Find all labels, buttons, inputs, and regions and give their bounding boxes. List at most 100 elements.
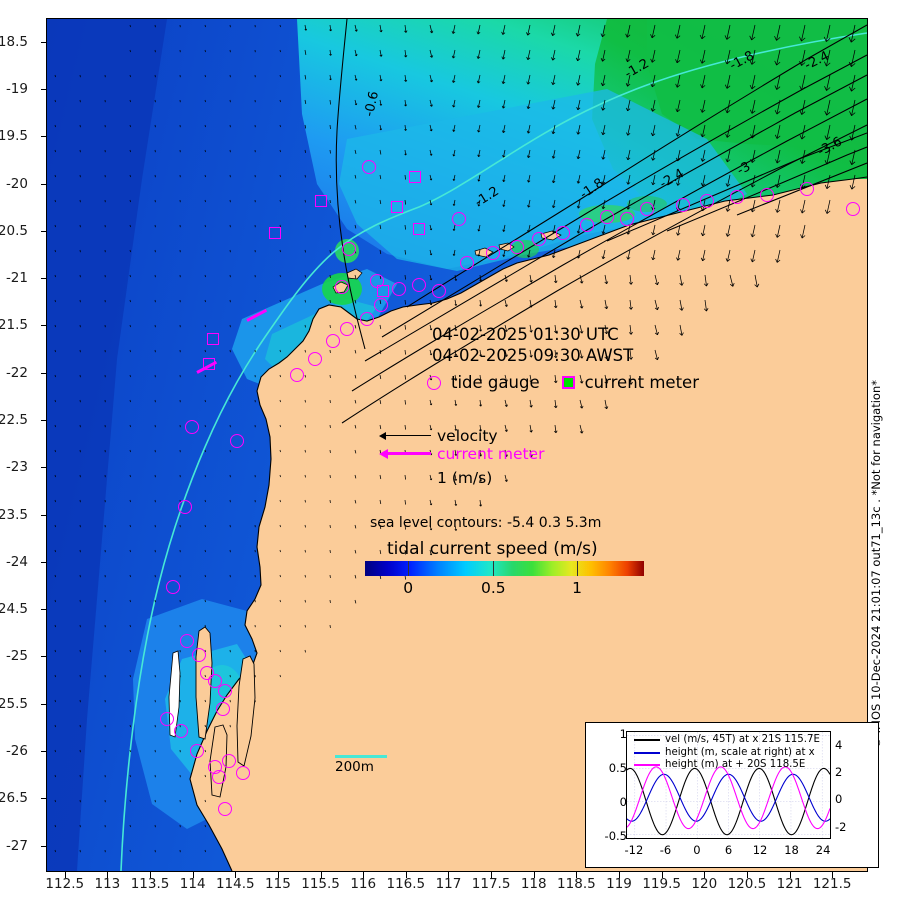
x-tick-label: 115.5 bbox=[301, 876, 340, 892]
tide-gauge-marker[interactable] bbox=[216, 702, 230, 716]
y-tick-label: -24.5 bbox=[0, 601, 28, 618]
tide-gauge-marker[interactable] bbox=[600, 210, 614, 224]
tide-gauge-marker[interactable] bbox=[340, 322, 354, 336]
tide-gauge-marker[interactable] bbox=[800, 182, 814, 196]
tide-gauge-marker[interactable] bbox=[760, 188, 774, 202]
timeseries-inset-panel[interactable]: 1 0.5 0 -0.5 4 2 0 -2 -12 -6 0 6 12 18 24 vel (m/s, … bbox=[585, 722, 879, 868]
colorbar-tick bbox=[408, 561, 410, 576]
inset-legend-line bbox=[634, 751, 660, 754]
tide-gauge-marker[interactable] bbox=[412, 278, 426, 292]
current-meter-arrow-icon bbox=[377, 447, 437, 461]
tide-gauge-marker[interactable] bbox=[846, 202, 860, 216]
inset-right-tick-label: 0 bbox=[835, 792, 843, 807]
tide-gauge-marker[interactable] bbox=[362, 160, 376, 174]
x-tick-label: 118.5 bbox=[557, 876, 596, 892]
tide-gauge-marker[interactable] bbox=[236, 766, 250, 780]
tide-gauge-marker[interactable] bbox=[192, 648, 206, 662]
tide-gauge-marker[interactable] bbox=[640, 202, 654, 216]
tide-gauge-marker[interactable] bbox=[208, 674, 222, 688]
x-tick-mark bbox=[192, 872, 194, 878]
tide-gauge-marker[interactable] bbox=[580, 218, 594, 232]
tide-gauge-marker[interactable] bbox=[166, 580, 180, 594]
current-meter-marker[interactable] bbox=[391, 201, 403, 213]
tide-gauge-marker[interactable] bbox=[290, 368, 304, 382]
tide-gauge-marker[interactable] bbox=[185, 420, 199, 434]
current-meter-marker[interactable] bbox=[269, 227, 281, 239]
tide-gauge-marker[interactable] bbox=[178, 500, 192, 514]
tide-gauge-marker[interactable] bbox=[620, 212, 634, 226]
tide-gauge-marker[interactable] bbox=[174, 724, 188, 738]
y-tick-mark bbox=[41, 656, 47, 658]
velocity-key: velocity current meter bbox=[377, 427, 544, 463]
tide-gauge-marker[interactable] bbox=[510, 240, 524, 254]
tide-gauge-marker[interactable] bbox=[700, 194, 714, 208]
y-tick-mark bbox=[41, 561, 47, 563]
inset-x-tick-label: 6 bbox=[724, 843, 733, 857]
current-meter-marker[interactable] bbox=[315, 195, 327, 207]
inset-legend: vel (m/s, 45T) at x 21S 115.7E height (m,… bbox=[634, 734, 820, 772]
tide-gauge-marker[interactable] bbox=[230, 434, 244, 448]
station-markers[interactable] bbox=[47, 19, 867, 871]
y-tick-mark bbox=[41, 467, 47, 469]
y-tick-mark bbox=[41, 845, 47, 847]
datetime-utc: 04-02-2025 01:30 UTC bbox=[432, 325, 619, 344]
tide-gauge-marker[interactable] bbox=[392, 282, 406, 296]
y-tick-mark bbox=[41, 703, 47, 705]
tide-gauge-marker[interactable] bbox=[335, 280, 349, 294]
x-tick-mark bbox=[619, 872, 620, 878]
x-tick-label: 118 bbox=[520, 876, 547, 892]
tide-gauge-marker[interactable] bbox=[676, 198, 690, 212]
y-tick-label: -27 bbox=[5, 837, 28, 854]
current-meter-vector-label: current meter bbox=[437, 445, 545, 463]
tide-gauge-marker[interactable] bbox=[212, 770, 226, 784]
tide-gauge-marker[interactable] bbox=[200, 666, 214, 680]
inset-legend-line bbox=[634, 739, 660, 742]
tide-gauge-marker[interactable] bbox=[160, 712, 174, 726]
tide-gauge-marker[interactable] bbox=[218, 684, 232, 698]
current-meter-icon bbox=[561, 376, 575, 389]
x-tick-label: 113.5 bbox=[130, 876, 170, 892]
velocity-arrow-icon bbox=[377, 429, 437, 443]
map-panel[interactable]: -0.6-1.2-1.2-1.8-1.8-2.4-2.4-3-3-3.6 04-… bbox=[46, 18, 868, 872]
x-tick-mark bbox=[107, 872, 109, 878]
inset-right-tick-label: 2 bbox=[835, 765, 843, 779]
inset-legend-entry: height (m, scale at right) at x bbox=[634, 747, 820, 760]
y-tick-mark bbox=[41, 41, 47, 43]
tide-gauge-marker[interactable] bbox=[532, 232, 546, 246]
tide-gauge-marker[interactable] bbox=[360, 312, 374, 326]
sea-level-contours-label: sea level contours: -5.4 0.3 5.3m bbox=[370, 515, 602, 531]
y-tick-label: -23.5 bbox=[0, 506, 28, 523]
x-tick-mark bbox=[576, 872, 578, 878]
tide-gauge-marker[interactable] bbox=[218, 802, 232, 816]
y-tick-label: -18.5 bbox=[0, 33, 28, 50]
y-tick-mark bbox=[41, 750, 47, 752]
x-tick-mark bbox=[235, 872, 237, 878]
tide-gauge-marker[interactable] bbox=[180, 634, 194, 648]
current-meter-marker[interactable] bbox=[377, 285, 389, 297]
x-tick-label: 119 bbox=[606, 876, 632, 892]
y-tick-mark bbox=[41, 183, 47, 185]
inset-left-tick-label: 1 bbox=[619, 727, 627, 742]
x-tick-label: 119.5 bbox=[642, 876, 681, 892]
inset-x-tick-label: -12 bbox=[624, 843, 644, 857]
tide-gauge-marker[interactable] bbox=[730, 190, 744, 204]
tide-gauge-marker[interactable] bbox=[326, 334, 340, 348]
tide-gauge-marker[interactable] bbox=[308, 352, 322, 366]
tide-gauge-marker[interactable] bbox=[342, 242, 356, 256]
tide-gauge-marker[interactable] bbox=[486, 246, 500, 260]
colorbar-tick bbox=[577, 561, 579, 576]
current-meter-marker[interactable] bbox=[409, 171, 421, 183]
current-meter-marker[interactable] bbox=[207, 333, 219, 345]
tide-gauge-marker[interactable] bbox=[222, 754, 236, 768]
tide-gauge-marker[interactable] bbox=[432, 284, 446, 298]
tide-gauge-marker[interactable] bbox=[374, 298, 388, 312]
inset-left-tick-label: 0 bbox=[619, 794, 627, 809]
x-tick-mark bbox=[789, 872, 791, 878]
tide-gauge-marker[interactable] bbox=[190, 744, 204, 758]
y-tick-mark bbox=[41, 278, 47, 280]
current-meter-marker[interactable] bbox=[413, 223, 425, 235]
tide-gauge-marker[interactable] bbox=[460, 256, 474, 270]
tide-gauge-marker[interactable] bbox=[556, 226, 570, 240]
tide-gauge-marker[interactable] bbox=[452, 212, 466, 226]
y-tick-mark bbox=[41, 514, 47, 516]
